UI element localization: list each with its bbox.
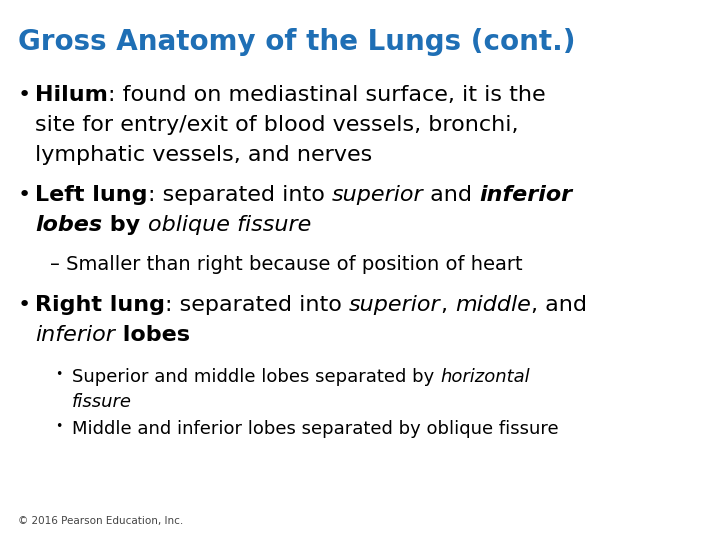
Text: inferior: inferior	[480, 185, 572, 205]
Text: site for entry/exit of blood vessels, bronchi,: site for entry/exit of blood vessels, br…	[35, 115, 518, 135]
Text: •: •	[18, 85, 31, 105]
Text: : separated into: : separated into	[148, 185, 331, 205]
Text: : found on mediastinal surface, it is the: : found on mediastinal surface, it is th…	[108, 85, 546, 105]
Text: Hilum: Hilum	[35, 85, 108, 105]
Text: fissure: fissure	[72, 393, 132, 411]
Text: lobes: lobes	[35, 215, 102, 235]
Text: superior: superior	[331, 185, 423, 205]
Text: , and: , and	[531, 295, 587, 315]
Text: •: •	[55, 368, 63, 381]
Text: Right lung: Right lung	[35, 295, 165, 315]
Text: – Smaller than right because of position of heart: – Smaller than right because of position…	[50, 255, 523, 274]
Text: ,: ,	[441, 295, 455, 315]
Text: inferior: inferior	[35, 325, 115, 345]
Text: lobes: lobes	[115, 325, 190, 345]
Text: lymphatic vessels, and nerves: lymphatic vessels, and nerves	[35, 145, 372, 165]
Text: Superior and middle lobes separated by: Superior and middle lobes separated by	[72, 368, 440, 386]
Text: •: •	[18, 295, 31, 315]
Text: Gross Anatomy of the Lungs (cont.): Gross Anatomy of the Lungs (cont.)	[18, 28, 575, 56]
Text: Middle and inferior lobes separated by oblique fissure: Middle and inferior lobes separated by o…	[72, 420, 559, 438]
Text: •: •	[55, 420, 63, 433]
Text: © 2016 Pearson Education, Inc.: © 2016 Pearson Education, Inc.	[18, 516, 184, 526]
Text: superior: superior	[349, 295, 441, 315]
Text: •: •	[18, 185, 31, 205]
Text: by: by	[102, 215, 148, 235]
Text: : separated into: : separated into	[165, 295, 349, 315]
Text: Left lung: Left lung	[35, 185, 148, 205]
Text: middle: middle	[455, 295, 531, 315]
Text: oblique fissure: oblique fissure	[148, 215, 311, 235]
Text: horizontal: horizontal	[440, 368, 530, 386]
Text: and: and	[423, 185, 480, 205]
